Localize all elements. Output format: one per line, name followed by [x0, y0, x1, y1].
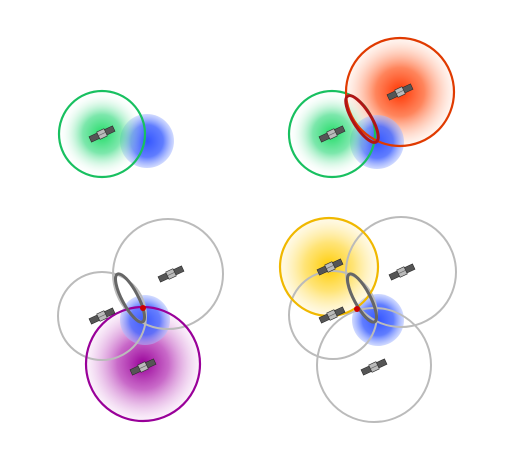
panel-1: [59, 91, 174, 177]
satellite-icon: [158, 265, 185, 283]
satellite-icon: [361, 358, 388, 376]
panel-4: [280, 217, 456, 422]
intersection-point: [140, 305, 146, 311]
intersection-point: [354, 306, 360, 312]
satellite-icon: [389, 263, 416, 281]
earth-sphere: [352, 294, 404, 346]
panel-2: [289, 38, 454, 177]
panel-3: [58, 219, 223, 421]
